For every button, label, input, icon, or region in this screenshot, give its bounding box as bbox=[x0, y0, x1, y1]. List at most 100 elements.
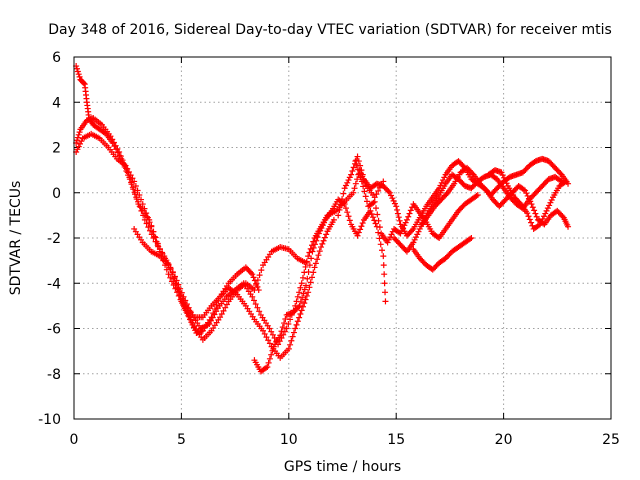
data-point bbox=[75, 131, 82, 138]
data-point bbox=[357, 174, 364, 181]
data-point bbox=[315, 252, 322, 259]
data-point bbox=[127, 172, 134, 179]
data-point bbox=[129, 184, 136, 191]
data-point bbox=[321, 234, 328, 241]
data-point bbox=[265, 359, 272, 366]
data-point bbox=[342, 205, 349, 212]
data-point bbox=[352, 180, 359, 187]
data-point bbox=[387, 234, 394, 241]
data-point bbox=[522, 187, 529, 194]
data-point bbox=[441, 174, 448, 181]
data-point bbox=[298, 307, 305, 314]
data-point bbox=[390, 197, 397, 204]
data-point bbox=[168, 271, 175, 278]
data-point bbox=[150, 228, 157, 235]
data-point bbox=[75, 143, 82, 150]
data-point bbox=[292, 325, 299, 332]
data-point bbox=[311, 264, 318, 271]
data-point bbox=[394, 206, 401, 213]
data-point bbox=[393, 203, 400, 210]
data-point bbox=[77, 140, 84, 147]
x-tick-labels: 0 5 10 15 20 25 bbox=[70, 432, 620, 448]
data-point bbox=[146, 219, 153, 226]
data-point bbox=[370, 214, 377, 221]
data-point bbox=[313, 237, 320, 244]
data-point bbox=[501, 174, 508, 181]
data-point bbox=[474, 192, 481, 199]
data-point bbox=[357, 226, 364, 233]
data-point bbox=[341, 185, 348, 192]
data-point bbox=[147, 227, 154, 234]
data-point bbox=[354, 153, 361, 160]
data-point bbox=[293, 321, 300, 328]
data-point bbox=[144, 213, 151, 220]
data-point bbox=[252, 301, 259, 308]
data-point bbox=[296, 314, 303, 321]
data-point bbox=[523, 190, 530, 197]
data-point bbox=[373, 205, 380, 212]
data-point bbox=[306, 249, 313, 256]
data-point bbox=[539, 215, 546, 222]
data-point bbox=[294, 318, 301, 325]
y-tick-label: -4 bbox=[47, 276, 61, 292]
data-point bbox=[358, 178, 365, 185]
data-point bbox=[520, 186, 527, 193]
y-tick-labels: -10 -8 -6 -4 -2 0 2 4 6 bbox=[38, 50, 61, 428]
data-point bbox=[107, 133, 114, 140]
data-point bbox=[173, 277, 180, 284]
data-point bbox=[254, 304, 261, 311]
data-point bbox=[363, 198, 370, 205]
data-point bbox=[319, 222, 326, 229]
data-point bbox=[312, 260, 319, 267]
data-point bbox=[339, 196, 346, 203]
data-point bbox=[289, 333, 296, 340]
data-point bbox=[348, 171, 355, 178]
data-point bbox=[388, 192, 395, 199]
data-point bbox=[537, 221, 544, 228]
data-point bbox=[250, 274, 257, 281]
data-point bbox=[296, 302, 303, 309]
data-point bbox=[251, 287, 258, 294]
data-point bbox=[285, 345, 292, 352]
data-point bbox=[298, 280, 305, 287]
data-point bbox=[318, 244, 325, 251]
data-point bbox=[297, 311, 304, 318]
data-point bbox=[529, 204, 536, 211]
data-point bbox=[380, 262, 387, 269]
series-track-8 bbox=[410, 235, 475, 273]
data-point bbox=[314, 234, 321, 241]
data-point bbox=[266, 325, 273, 332]
y-tick-label: -2 bbox=[47, 231, 61, 247]
data-point bbox=[396, 217, 403, 224]
data-point bbox=[310, 244, 317, 251]
data-point bbox=[559, 213, 566, 220]
data-point bbox=[285, 320, 292, 327]
data-point bbox=[375, 187, 382, 194]
data-point bbox=[382, 289, 389, 296]
data-point bbox=[535, 222, 542, 229]
data-point bbox=[320, 237, 327, 244]
data-point bbox=[261, 330, 268, 337]
data-point bbox=[287, 341, 294, 348]
data-point bbox=[345, 177, 352, 184]
data-point bbox=[304, 275, 311, 282]
data-point bbox=[524, 192, 531, 199]
data-point bbox=[373, 191, 380, 198]
data-point bbox=[540, 213, 547, 220]
data-point bbox=[256, 308, 263, 315]
data-point bbox=[186, 313, 193, 320]
data-point bbox=[525, 195, 532, 202]
data-point bbox=[268, 328, 275, 335]
data-point bbox=[279, 324, 286, 331]
data-point bbox=[297, 284, 304, 291]
data-point bbox=[402, 219, 409, 226]
data-point bbox=[381, 271, 388, 278]
data-point bbox=[116, 149, 123, 156]
data-point bbox=[386, 189, 393, 196]
data-point bbox=[438, 179, 445, 186]
data-point bbox=[254, 277, 261, 284]
data-point bbox=[175, 288, 182, 295]
data-point bbox=[317, 227, 324, 234]
data-point bbox=[76, 73, 83, 80]
